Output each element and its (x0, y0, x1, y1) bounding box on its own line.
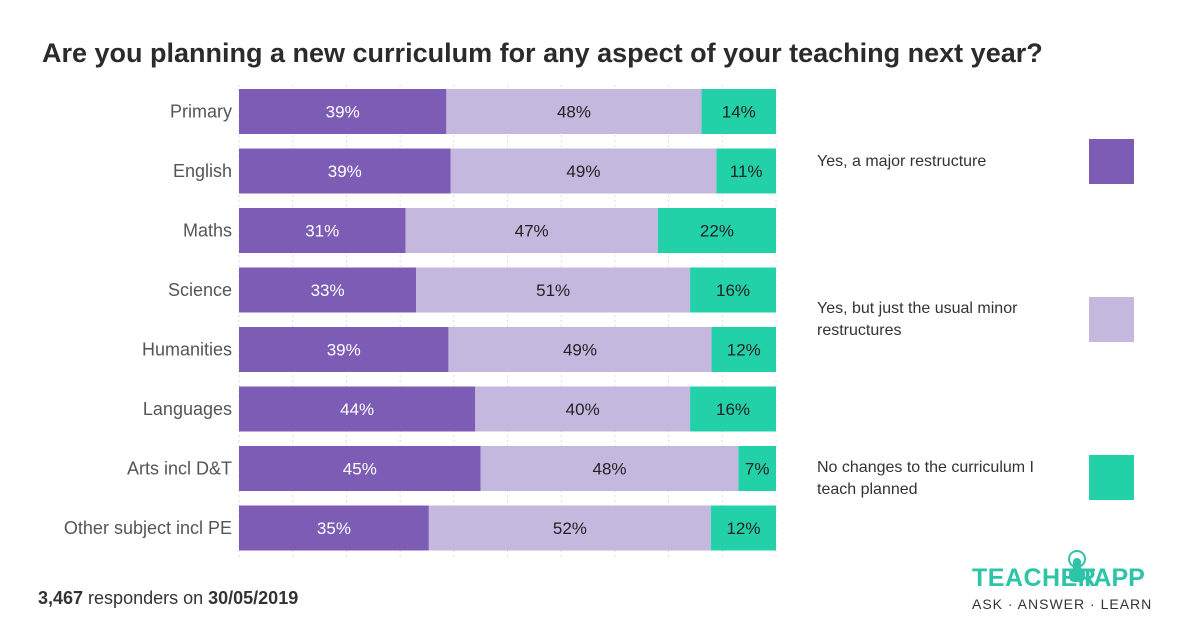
bar-segment (239, 505, 429, 551)
category-label: Other subject incl PE (64, 518, 232, 538)
bar-segment (239, 208, 406, 253)
logo-tagline: ASK · ANSWER · LEARN (972, 596, 1153, 612)
bar-segment (450, 148, 717, 194)
bar-segment (416, 267, 691, 313)
legend-swatch-minor (1089, 297, 1134, 342)
data-label: 44% (340, 400, 374, 419)
bar-segment (239, 89, 447, 134)
bar-segment (239, 148, 451, 194)
data-label: 49% (563, 341, 597, 360)
bar-segment (428, 505, 711, 551)
data-label: 11% (730, 162, 763, 181)
legend-label-none: No changes to the curriculum I teach pla… (817, 459, 1034, 498)
bar-segment (405, 208, 658, 253)
bar-segment (448, 327, 712, 372)
data-label: 39% (327, 341, 361, 360)
bar-segment (701, 89, 776, 134)
data-label: 22% (700, 222, 734, 241)
category-label: Arts incl D&T (127, 459, 232, 479)
legend-swatch-major (1089, 139, 1134, 184)
data-label: 16% (716, 400, 750, 419)
bar-segment (475, 386, 691, 432)
data-label: 45% (343, 460, 377, 479)
bar-segment (690, 267, 776, 313)
chart-title: Are you planning a new curriculum for an… (42, 38, 1043, 68)
data-label: 33% (311, 281, 345, 300)
category-label: English (173, 161, 232, 181)
responders-footnote: 3,467 responders on 30/05/2019 (38, 588, 298, 609)
bar-segment (239, 327, 449, 372)
teacher-tapp-logo: TEACHER TAPP ASK · ANSWER · LEARN (968, 550, 1158, 614)
data-label: 7% (745, 460, 770, 479)
category-label: Languages (143, 399, 232, 419)
tap-hand-icon (1068, 550, 1086, 582)
bar-segment (711, 327, 776, 372)
data-label: 40% (566, 400, 600, 419)
responder-count: 3,467 (38, 588, 84, 608)
logo-tapp-text: TAPP (1080, 564, 1145, 592)
data-label: 31% (305, 222, 339, 241)
bar-segment (446, 89, 702, 134)
survey-date: 30/05/2019 (208, 588, 299, 608)
legend-label-minor: Yes, but just the usual minor restructur… (817, 300, 1018, 339)
legend-swatch-none (1089, 455, 1134, 500)
data-label: 12% (727, 341, 761, 360)
data-label: 48% (557, 103, 591, 122)
data-label: 49% (566, 162, 600, 181)
data-label: 51% (536, 281, 570, 300)
bar-segment (710, 505, 776, 551)
category-label: Primary (170, 102, 232, 122)
data-label: 35% (317, 519, 351, 538)
data-label: 39% (326, 103, 360, 122)
data-label: 39% (328, 162, 362, 181)
data-label: 16% (716, 281, 750, 300)
bar-segment (239, 446, 481, 491)
legend-label-major: Yes, a major restructure (817, 153, 987, 170)
category-label: Maths (183, 221, 232, 241)
bar-segment (690, 386, 776, 432)
category-label: Humanities (142, 340, 232, 360)
logo-teacher-text: TEACHER (972, 564, 1097, 592)
data-label: 12% (726, 519, 760, 538)
category-label: Science (168, 280, 232, 300)
data-label: 48% (593, 460, 627, 479)
bar-segment (657, 208, 776, 253)
bar-segment (716, 148, 776, 194)
bar-segment (480, 446, 739, 491)
footnote-text: responders on (83, 588, 209, 608)
data-label: 52% (553, 519, 587, 538)
bar-segment (239, 267, 417, 313)
data-label: 14% (722, 103, 756, 122)
bar-segment (738, 446, 776, 491)
bar-segment (239, 386, 476, 432)
data-label: 47% (515, 222, 549, 241)
